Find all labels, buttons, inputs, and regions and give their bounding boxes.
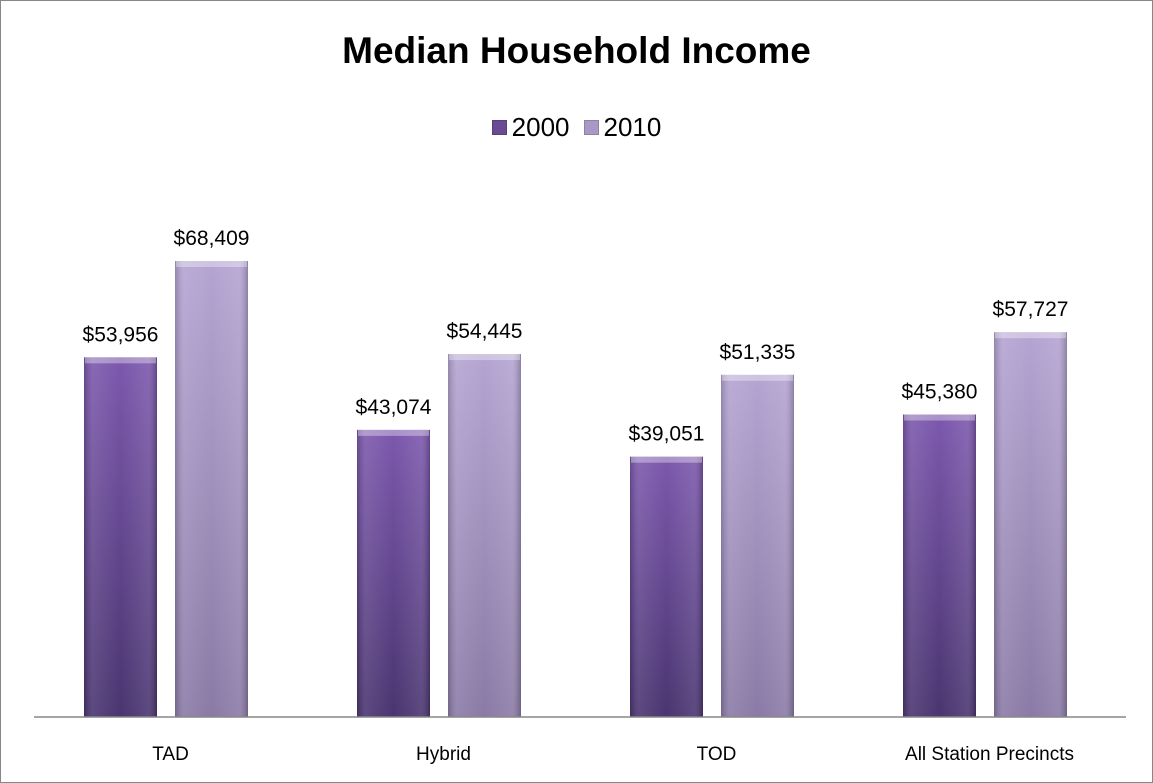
bar-top-highlight xyxy=(995,332,1066,339)
bar-top-highlight xyxy=(358,429,429,436)
legend-label-2010: 2010 xyxy=(603,112,662,142)
x-tick-label: TAD xyxy=(152,744,189,765)
bar-bevel xyxy=(630,456,703,717)
legend-swatch-2000 xyxy=(491,120,507,135)
value-label: $45,380 xyxy=(902,381,978,404)
bar-top-highlight xyxy=(176,261,247,267)
bar-2000-tad xyxy=(84,357,157,717)
value-label: $43,074 xyxy=(356,396,432,419)
value-label: $39,051 xyxy=(629,423,705,446)
value-label: $57,727 xyxy=(993,298,1069,321)
x-tick-labels-group: TAD Hybrid TOD All Station Precincts xyxy=(152,744,1074,765)
bar-bevel xyxy=(357,429,430,717)
bar-bevel xyxy=(994,332,1067,717)
bar-top-highlight xyxy=(631,456,702,463)
bar-2010-all-station-precincts xyxy=(994,332,1067,717)
x-tick-label: TOD xyxy=(697,744,737,765)
chart-title: Median Household Income xyxy=(342,30,811,71)
bar-bevel xyxy=(448,354,521,717)
bar-2010-tad xyxy=(175,261,248,717)
bar-top-highlight xyxy=(722,374,793,381)
bar-bevel xyxy=(84,357,157,717)
legend-swatch-2010 xyxy=(583,120,599,135)
value-label: $54,445 xyxy=(447,320,523,343)
legend-item-2010: 2010 xyxy=(583,112,662,143)
bar-bevel xyxy=(903,414,976,717)
bars-group xyxy=(84,261,1067,717)
bar-top-highlight xyxy=(449,354,520,361)
legend-label-2000: 2000 xyxy=(511,112,570,142)
legend-item-2000: 2000 xyxy=(491,112,570,143)
bar-2000-hybrid xyxy=(357,429,430,717)
x-tick-label: Hybrid xyxy=(416,744,471,765)
value-label: $53,956 xyxy=(83,323,159,346)
bar-top-highlight xyxy=(904,414,975,421)
x-tick-label: All Station Precincts xyxy=(905,744,1074,765)
value-label: $68,409 xyxy=(174,227,250,250)
value-labels-group: $53,956 $68,409 $43,074 $54,445 $39,051 $51,3… xyxy=(83,227,1069,446)
bar-2010-hybrid xyxy=(448,354,521,717)
bar-2010-tod xyxy=(721,374,794,717)
value-label: $51,335 xyxy=(720,341,796,364)
bar-bevel xyxy=(175,261,248,717)
chart-legend: 2000 2010 xyxy=(0,112,1153,143)
bar-bevel xyxy=(721,374,794,717)
bar-2000-tod xyxy=(630,456,703,717)
bar-2000-all-station-precincts xyxy=(903,414,976,717)
bar-top-highlight xyxy=(85,357,156,364)
